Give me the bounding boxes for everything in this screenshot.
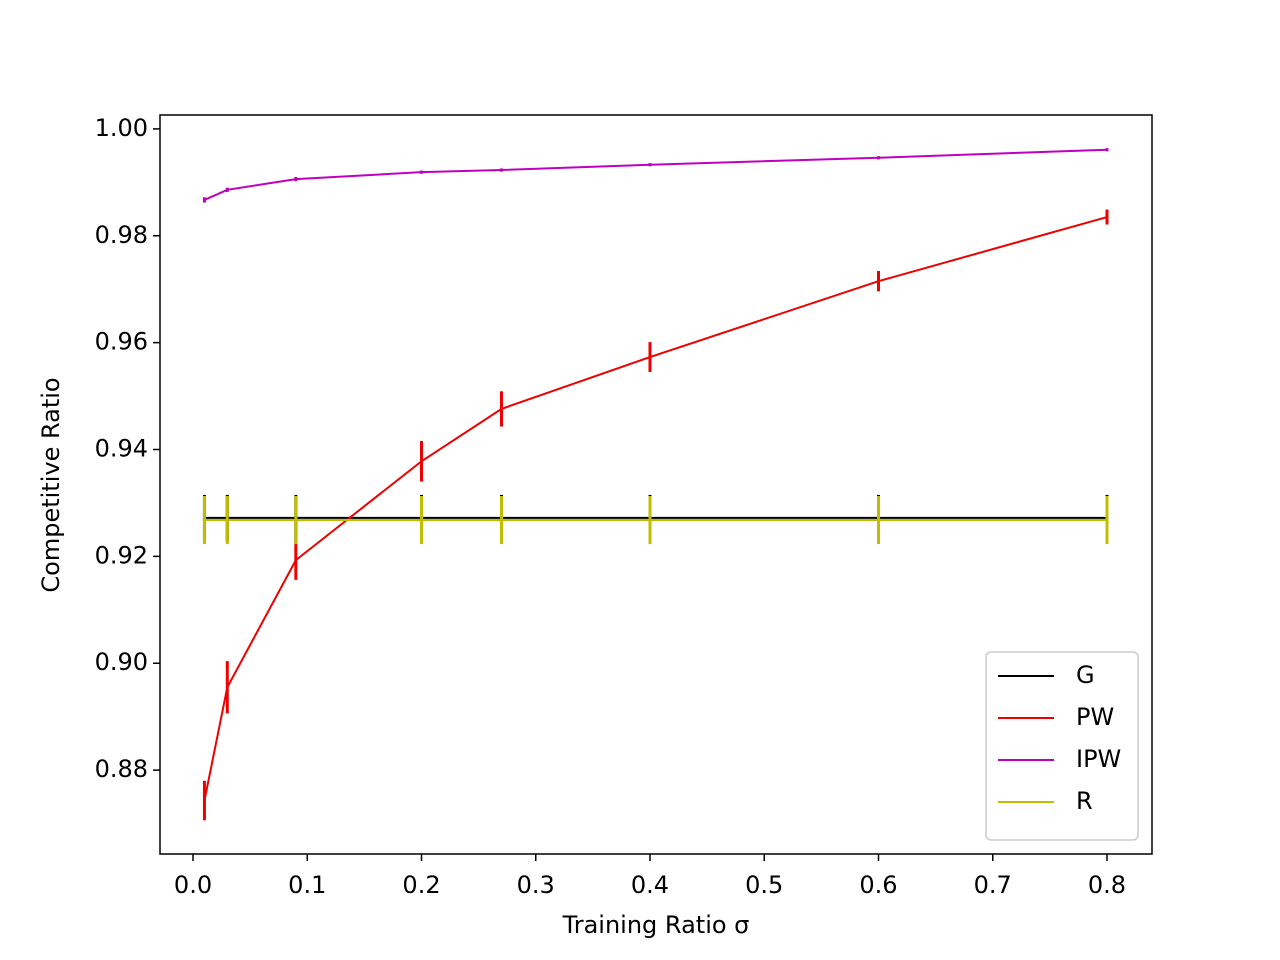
legend-label: R — [1076, 787, 1093, 815]
x-tick-label: 0.8 — [1088, 871, 1126, 899]
x-tick-label: 0.2 — [402, 871, 440, 899]
y-tick-label: 0.96 — [95, 328, 148, 356]
legend-label: G — [1076, 661, 1095, 689]
legend: G PW IPW R — [985, 651, 1139, 841]
series-line — [204, 148, 1108, 201]
legend-label: PW — [1076, 703, 1114, 731]
y-tick-label: 0.98 — [95, 221, 148, 249]
x-tick-label: 0.6 — [859, 871, 897, 899]
series-line — [203, 216, 1108, 801]
x-tick-label: 0.7 — [974, 871, 1012, 899]
y-tick-label: 0.92 — [95, 541, 148, 569]
x-axis-label: Training Ratio σ — [562, 911, 750, 939]
y-axis-label: Competitive Ratio — [37, 377, 65, 592]
x-tick-label: 0.0 — [174, 871, 212, 899]
legend-label: IPW — [1076, 745, 1121, 773]
x-tick-label: 0.5 — [745, 871, 783, 899]
x-tick-label: 0.3 — [517, 871, 555, 899]
y-tick-label: 1.00 — [95, 114, 148, 142]
x-tick-label: 0.1 — [288, 871, 326, 899]
legend-box — [985, 651, 1139, 841]
x-tick-label: 0.4 — [631, 871, 669, 899]
y-tick-label: 0.88 — [95, 755, 148, 783]
y-tick-label: 0.90 — [95, 648, 148, 676]
y-tick-label: 0.94 — [95, 435, 148, 463]
plot-frame — [159, 114, 1153, 855]
